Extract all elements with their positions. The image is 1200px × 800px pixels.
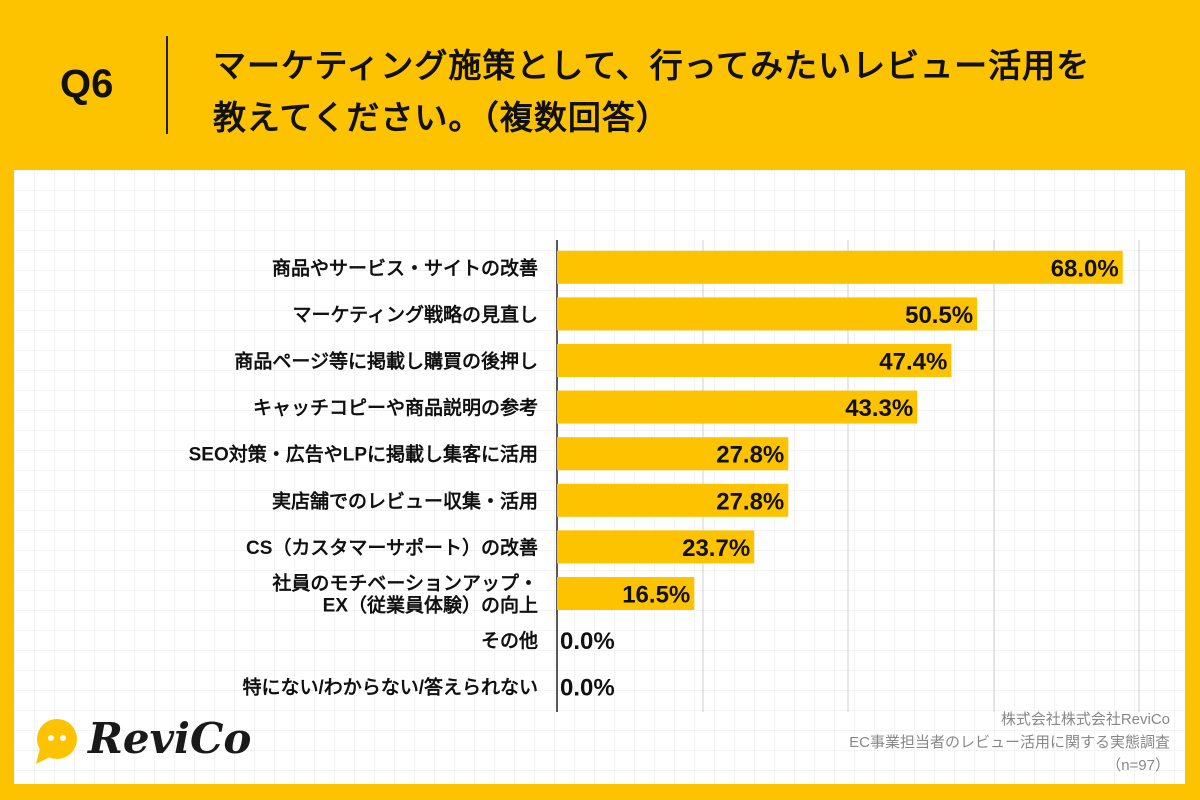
logo-text: ReviCo [88, 714, 252, 763]
category-label: その他 [481, 629, 538, 652]
bar [557, 250, 1123, 284]
bar [557, 297, 978, 331]
data-label: 0.0% [560, 675, 615, 702]
data-label: 23.7% [682, 535, 750, 562]
category-label: 商品やサービス・サイトの改善 [272, 256, 538, 279]
category-label: EX（従業員体験）の向上 [323, 594, 538, 617]
title-line-2: 教えてください。（複数回答） [213, 99, 670, 136]
source-note: 株式会社株式会社ReviCo EC事業担当者のレビュー活用に関する実態調査 （n… [849, 708, 1170, 777]
data-label: 50.5% [905, 302, 973, 329]
category-label: 実店舗でのレビュー収集・活用 [272, 489, 538, 512]
data-label: 27.8% [716, 442, 784, 469]
category-label: 特にない/わからない/答えられない [242, 676, 538, 699]
logo-bubble-icon [32, 718, 82, 773]
data-label: 47.4% [879, 349, 947, 376]
category-label: SEO対策・広告やLPに掲載し集客に活用 [189, 443, 538, 466]
source-line-3: （n=97） [1106, 757, 1170, 774]
source-line-1: 株式会社株式会社ReviCo [1000, 711, 1170, 728]
question-number: Q6 [60, 62, 114, 106]
data-label: 0.0% [560, 628, 615, 655]
category-label: CS（カスタマーサポート）の改善 [246, 536, 538, 559]
data-label: 27.8% [716, 488, 784, 515]
category-label: マーケティング戦略の見直し [293, 303, 538, 326]
data-label: 68.0% [1051, 255, 1119, 282]
source-line-2: EC事業担当者のレビュー活用に関する実態調査 [849, 734, 1170, 751]
category-label: 社員のモチベーションアップ・ [271, 572, 538, 595]
data-label: 43.3% [845, 395, 913, 422]
category-label: 商品ページ等に掲載し購買の後押し [234, 350, 538, 373]
data-label: 16.5% [622, 582, 690, 609]
title-line-1: マーケティング施策として、行ってみたいレビュー活用を [213, 47, 1091, 84]
bar [557, 390, 918, 424]
bar [557, 530, 755, 564]
page-title: マーケティング施策として、行ってみたいレビュー活用を 教えてください。（複数回答… [213, 40, 1090, 144]
bar [557, 483, 789, 517]
bar [557, 577, 695, 610]
bar [557, 437, 789, 471]
bar [557, 344, 952, 377]
category-label: キャッチコピーや商品説明の参考 [253, 396, 538, 419]
divider [166, 36, 168, 134]
